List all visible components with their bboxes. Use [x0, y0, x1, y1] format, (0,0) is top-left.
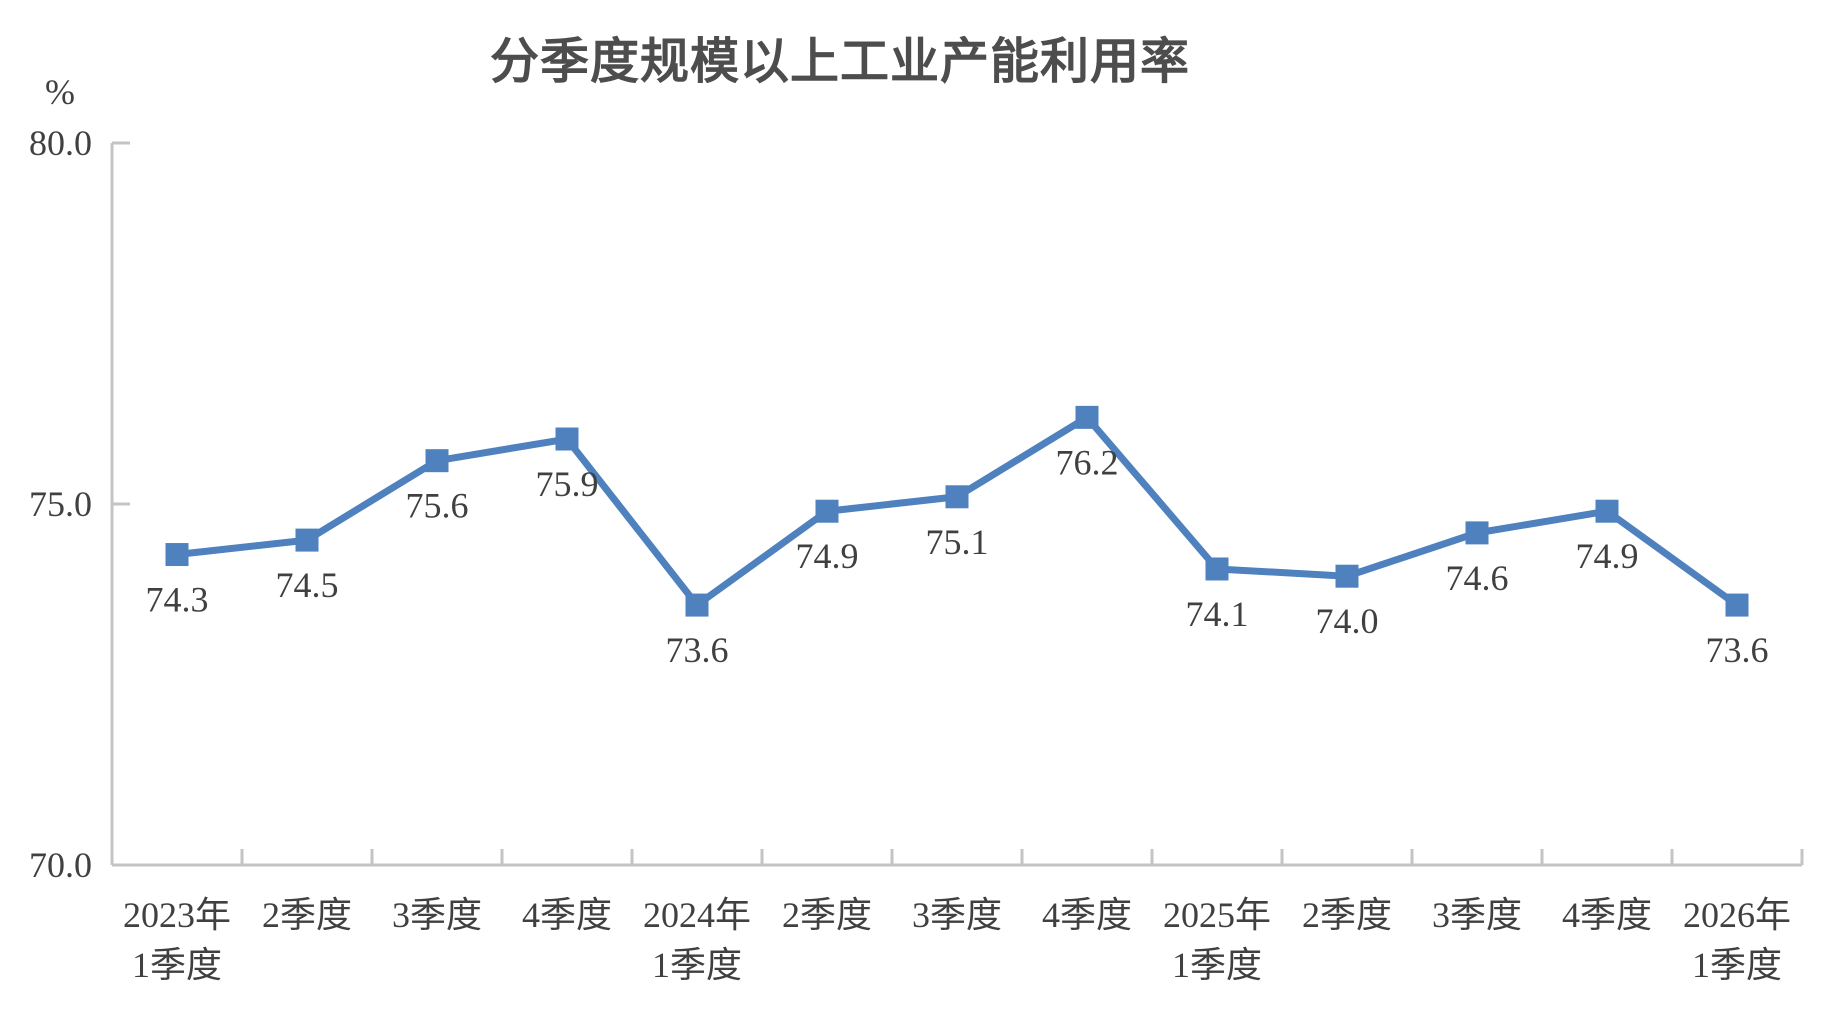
- x-axis-label: 2季度: [1302, 895, 1392, 935]
- data-point-marker: [1725, 593, 1749, 617]
- data-point-label: 74.5: [276, 565, 339, 605]
- data-point-label: 75.1: [926, 522, 989, 562]
- x-axis-label: 2023年 1季度: [123, 895, 231, 985]
- data-point-label: 73.6: [666, 630, 729, 670]
- data-point-marker: [815, 499, 839, 523]
- data-point-label: 75.6: [406, 486, 469, 526]
- x-axis-label: 4季度: [1562, 895, 1652, 935]
- data-point-marker: [425, 449, 449, 473]
- x-axis-label: 4季度: [522, 895, 612, 935]
- x-axis-label: 2季度: [782, 895, 872, 935]
- data-point-marker: [945, 485, 969, 509]
- x-axis-label: 3季度: [392, 895, 482, 935]
- y-axis-unit-label: %: [45, 72, 75, 112]
- data-point-label: 74.9: [796, 536, 859, 576]
- data-point-marker: [165, 543, 189, 567]
- data-point-label: 74.0: [1316, 601, 1379, 641]
- y-axis-tick-label: 75.0: [29, 484, 92, 524]
- y-axis-tick-label: 70.0: [29, 845, 92, 885]
- data-point-label: 74.6: [1446, 558, 1509, 598]
- data-point-label: 74.1: [1186, 594, 1249, 634]
- data-point-label: 76.2: [1056, 442, 1119, 482]
- x-axis-label: 3季度: [912, 895, 1002, 935]
- data-point-label: 74.3: [146, 580, 209, 620]
- data-point-marker: [685, 593, 709, 617]
- data-point-marker: [1465, 521, 1489, 545]
- data-point-marker: [1595, 499, 1619, 523]
- data-point-label: 73.6: [1706, 630, 1769, 670]
- data-point-marker: [1335, 564, 1359, 588]
- chart-title: 分季度规模以上工业产能利用率: [489, 35, 1191, 89]
- data-point-label: 74.9: [1576, 536, 1639, 576]
- data-point-marker: [1205, 557, 1229, 581]
- x-axis-label: 2024年 1季度: [643, 895, 751, 985]
- data-point-marker: [555, 427, 579, 451]
- data-point-label: 75.9: [536, 464, 599, 504]
- x-axis-label: 2季度: [262, 895, 352, 935]
- x-axis-label: 3季度: [1432, 895, 1522, 935]
- y-axis-tick-label: 80.0: [29, 123, 92, 163]
- data-point-marker: [295, 528, 319, 552]
- x-axis-label: 2025年 1季度: [1163, 895, 1271, 985]
- data-point-marker: [1075, 405, 1099, 429]
- x-axis-label: 2026年 1季度: [1683, 895, 1791, 985]
- x-axis-label: 4季度: [1042, 895, 1132, 935]
